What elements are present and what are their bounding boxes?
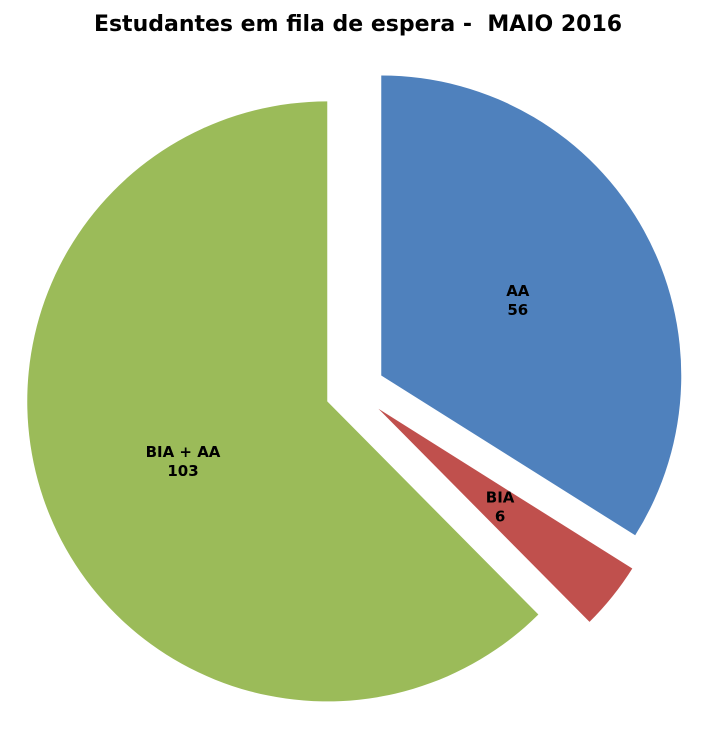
pie-slice-bia-aa	[27, 101, 539, 702]
slice-label-bia-aa: BIA + AA 103	[146, 443, 221, 480]
chart-title: Estudantes em fila de espera - MAIO 2016	[93, 12, 623, 37]
slice-label-bia: BIA 6	[486, 488, 515, 525]
pie-slice-aa	[381, 75, 682, 536]
slice-label-aa: AA 56	[506, 282, 530, 319]
pie-slice-bia	[378, 408, 633, 622]
